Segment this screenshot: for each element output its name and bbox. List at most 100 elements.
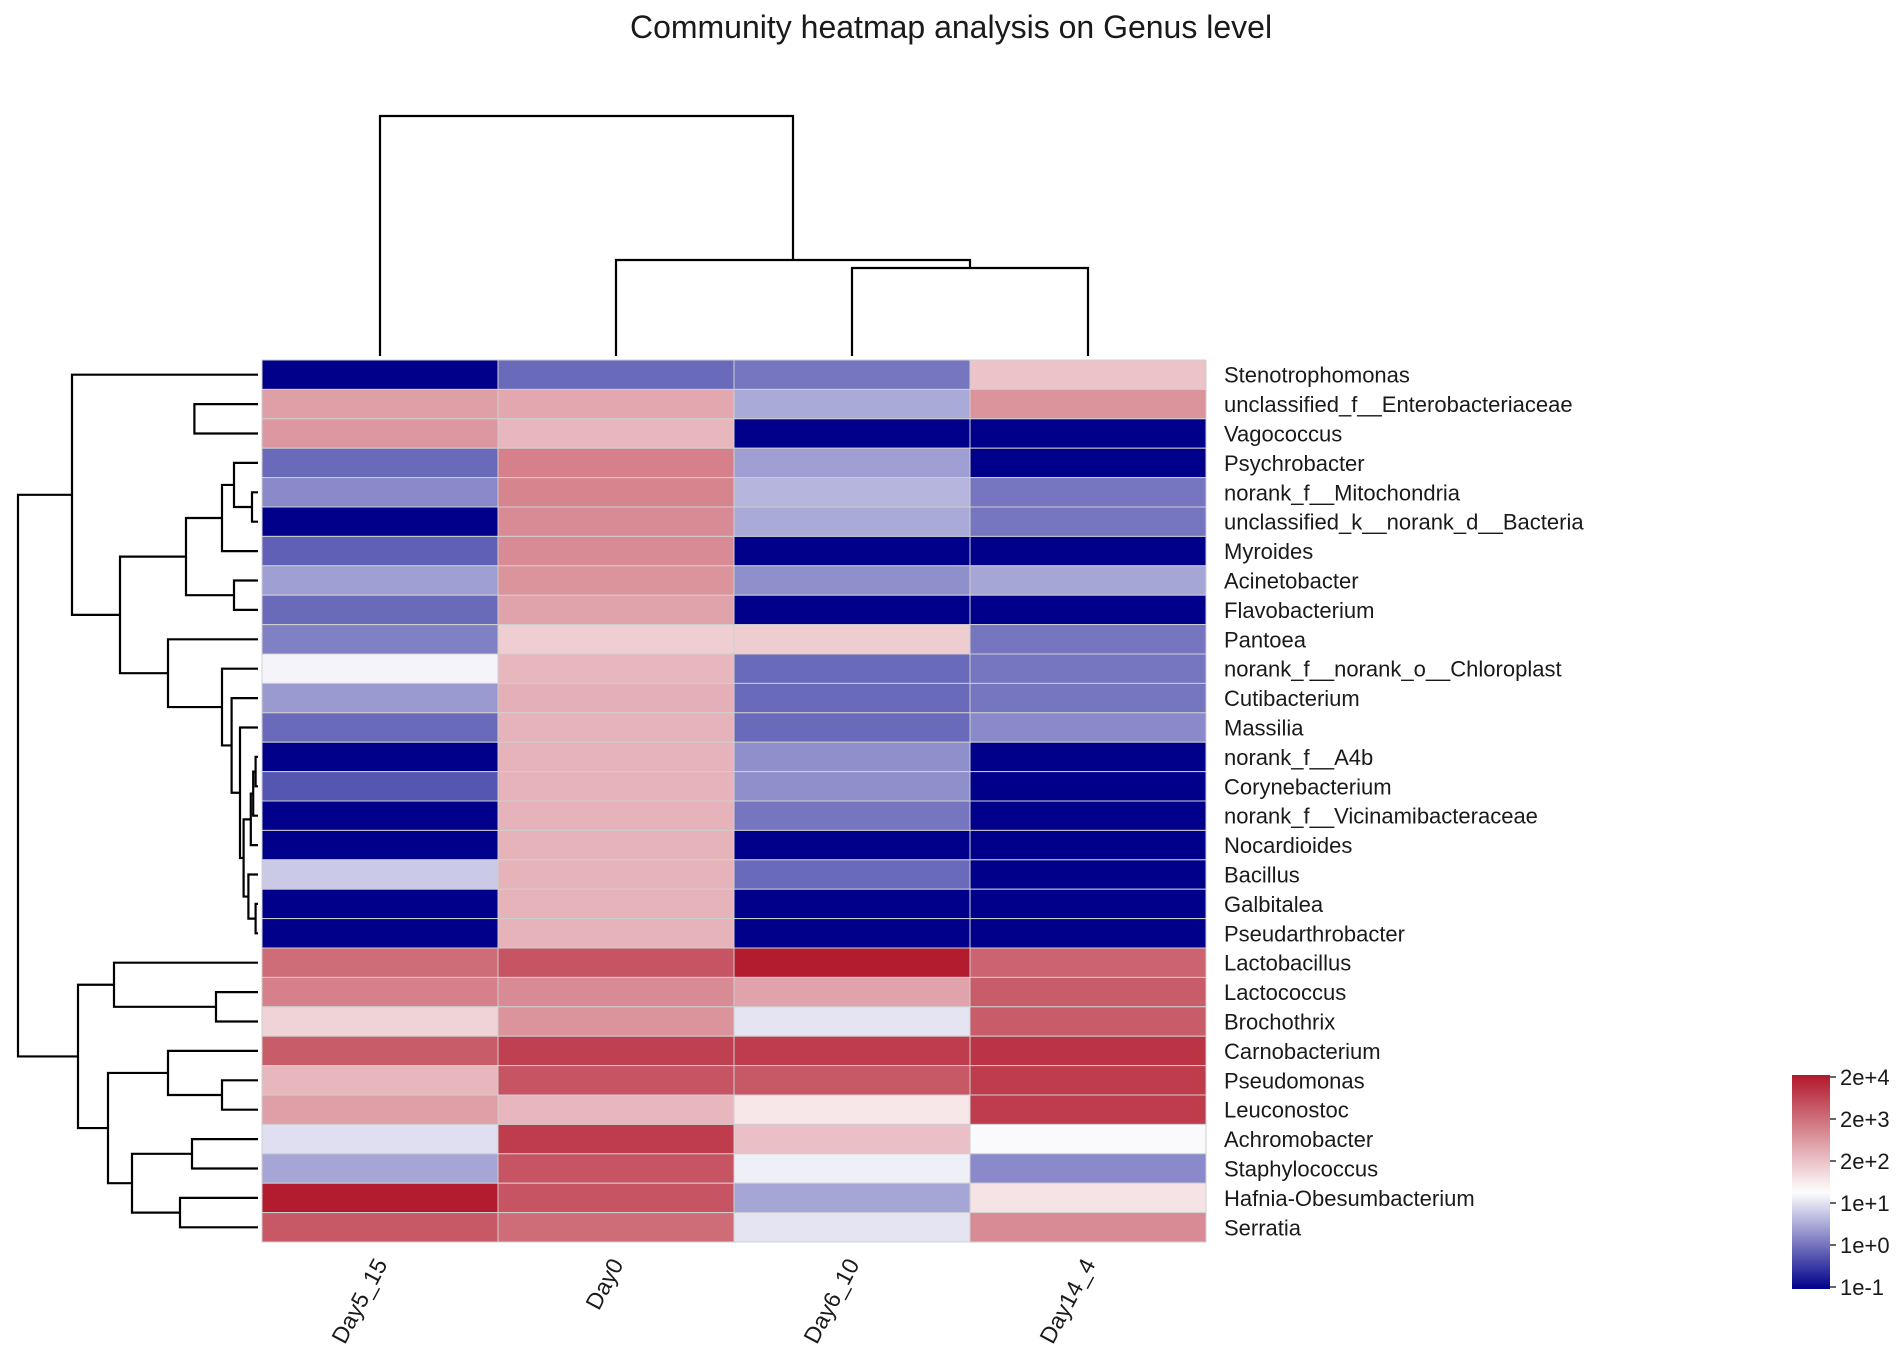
row-label-norank-f-vicinamibacteraceae: norank_f__Vicinamibacteraceae bbox=[1224, 804, 1538, 829]
heatmap-cell-psychrobacter-day0 bbox=[497, 447, 735, 479]
heatmap-cell-acinetobacter-day0 bbox=[497, 565, 735, 596]
heatmap-cell-pseudomonas-day5-15 bbox=[261, 1065, 499, 1096]
heatmap-cell-norank-f-norank-o-chloroplast-day0 bbox=[497, 653, 735, 684]
heatmap-cell-lactobacillus-day14-4 bbox=[969, 947, 1207, 978]
heatmap-cell-norank-f-mitochondria-day6-10 bbox=[733, 477, 971, 508]
heatmap-cell-unclassified-k-norank-d-bacteria-day0 bbox=[497, 506, 735, 537]
heatmap-cell-galbitalea-day6-10 bbox=[733, 888, 971, 920]
legend-color-bar bbox=[1792, 1075, 1830, 1289]
row-dendrogram-link-21 bbox=[166, 1049, 258, 1097]
heatmap-cell-nocardioides-day5-15 bbox=[261, 829, 499, 861]
heatmap-cell-corynebacterium-day5-15 bbox=[261, 771, 499, 802]
heatmap-cell-norank-f-norank-o-chloroplast-day14-4 bbox=[969, 653, 1207, 684]
heatmap-cell-lactococcus-day0 bbox=[497, 976, 735, 1008]
heatmap-cell-unclassified-f-enterobacteriaceae-day5-15 bbox=[261, 388, 499, 420]
heatmap-cell-carnobacterium-day6-10 bbox=[733, 1035, 971, 1067]
heatmap-cell-norank-f-vicinamibacteraceae-day6-10 bbox=[733, 800, 971, 831]
row-dendrogram-link-1 bbox=[250, 491, 258, 523]
heatmap-cell-pseudarthrobacter-day14-4 bbox=[969, 918, 1207, 949]
heatmap-cell-vagococcus-day5-15 bbox=[261, 418, 499, 449]
legend-tick-label-5: 1e-1 bbox=[1840, 1275, 1884, 1300]
legend-tick-label-1: 2e+3 bbox=[1840, 1107, 1890, 1132]
heatmap-cell-hafnia-obesumbacterium-day0 bbox=[497, 1182, 735, 1214]
heatmap-cell-norank-f-a4b-day14-4 bbox=[969, 741, 1207, 773]
row-dendrogram-link-16 bbox=[118, 555, 186, 675]
heatmap-cell-achromobacter-day0 bbox=[497, 1123, 735, 1155]
heatmap-cell-unclassified-k-norank-d-bacteria-day5-15 bbox=[261, 506, 499, 537]
column-labels: Day5_15 Day0 Day6_10 Day14_4 bbox=[326, 1254, 1100, 1348]
heatmap-cell-staphylococcus-day14-4 bbox=[969, 1153, 1207, 1184]
heatmap-cell-achromobacter-day5-15 bbox=[261, 1123, 499, 1155]
row-dendrogram-link-8 bbox=[249, 792, 258, 847]
row-label-staphylococcus: Staphylococcus bbox=[1224, 1157, 1378, 1182]
heatmap-cell-stenotrophomonas-day0 bbox=[497, 359, 735, 390]
heatmap-cells bbox=[261, 359, 1207, 1243]
heatmap-cell-brochothrix-day6-10 bbox=[733, 1006, 971, 1037]
heatmap-cell-stenotrophomonas-day14-4 bbox=[969, 359, 1207, 390]
row-label-lactococcus: Lactococcus bbox=[1224, 980, 1346, 1005]
heatmap-cell-flavobacterium-day5-15 bbox=[261, 594, 499, 626]
row-label-acinetobacter: Acinetobacter bbox=[1224, 569, 1359, 594]
row-label-nocardioides: Nocardioides bbox=[1224, 833, 1352, 858]
column-dendrogram-link-2 bbox=[378, 114, 795, 356]
row-dendrogram-link-24 bbox=[130, 1152, 192, 1214]
heatmap-cell-myroides-day5-15 bbox=[261, 535, 499, 567]
heatmap-cell-acinetobacter-day5-15 bbox=[261, 565, 499, 596]
heatmap-cell-nocardioides-day14-4 bbox=[969, 829, 1207, 861]
heatmap-cell-serratia-day5-15 bbox=[261, 1212, 499, 1243]
heatmap-cell-bacillus-day0 bbox=[497, 859, 735, 890]
heatmap-cell-unclassified-f-enterobacteriaceae-day14-4 bbox=[969, 388, 1207, 420]
row-label-myroides: Myroides bbox=[1224, 539, 1313, 564]
column-dendrogram-link-0 bbox=[850, 266, 1090, 356]
row-label-serratia: Serratia bbox=[1224, 1215, 1302, 1240]
heatmap-cell-pseudarthrobacter-day6-10 bbox=[733, 918, 971, 949]
heatmap-cell-myroides-day14-4 bbox=[969, 535, 1207, 567]
row-label-unclassified-k-norank-d-bacteria: unclassified_k__norank_d__Bacteria bbox=[1224, 510, 1584, 535]
chart-title: Community heatmap analysis on Genus leve… bbox=[630, 9, 1272, 45]
row-dendrogram bbox=[16, 373, 258, 1229]
heatmap-cell-massilia-day0 bbox=[497, 712, 735, 743]
legend-tick-label-3: 1e+1 bbox=[1840, 1191, 1890, 1216]
heatmap-cell-pseudarthrobacter-day0 bbox=[497, 918, 735, 949]
row-dendrogram-link-18 bbox=[214, 991, 258, 1023]
row-label-galbitalea: Galbitalea bbox=[1224, 892, 1324, 917]
heatmap-cell-unclassified-f-enterobacteriaceae-day0 bbox=[497, 388, 735, 420]
heatmap-cell-brochothrix-day5-15 bbox=[261, 1006, 499, 1037]
heatmap-cell-cutibacterium-day14-4 bbox=[969, 682, 1207, 714]
row-label-corynebacterium: Corynebacterium bbox=[1224, 774, 1392, 799]
heatmap-cell-norank-f-vicinamibacteraceae-day0 bbox=[497, 800, 735, 831]
heatmap-cell-corynebacterium-day6-10 bbox=[733, 771, 971, 802]
heatmap-cell-brochothrix-day14-4 bbox=[969, 1006, 1207, 1037]
heatmap-cell-norank-f-mitochondria-day5-15 bbox=[261, 477, 499, 508]
row-label-pseudomonas: Pseudomonas bbox=[1224, 1068, 1365, 1093]
heatmap-cell-carnobacterium-day14-4 bbox=[969, 1035, 1207, 1067]
legend-tick-label-4: 1e+0 bbox=[1840, 1233, 1890, 1258]
heatmap-cell-psychrobacter-day14-4 bbox=[969, 447, 1207, 479]
row-dendrogram-link-23 bbox=[178, 1196, 258, 1229]
heatmap-cell-pseudomonas-day14-4 bbox=[969, 1065, 1207, 1096]
heatmap-cell-cutibacterium-day0 bbox=[497, 682, 735, 714]
row-dendrogram-link-20 bbox=[220, 1079, 258, 1111]
color-legend: 2e+4 2e+3 2e+2 1e+1 1e+0 1e-1 bbox=[1792, 1065, 1890, 1300]
heatmap-cell-leuconostoc-day0 bbox=[497, 1094, 735, 1125]
heatmap-cell-norank-f-a4b-day5-15 bbox=[261, 741, 499, 773]
row-label-brochothrix: Brochothrix bbox=[1224, 1010, 1335, 1035]
heatmap-cell-vagococcus-day0 bbox=[497, 418, 735, 449]
row-dendrogram-link-19 bbox=[112, 961, 258, 1008]
heatmap-cell-norank-f-norank-o-chloroplast-day6-10 bbox=[733, 653, 971, 684]
heatmap-cell-bacillus-day5-15 bbox=[261, 859, 499, 890]
heatmap-cell-acinetobacter-day6-10 bbox=[733, 565, 971, 596]
row-labels: Stenotrophomonas unclassified_f__Enteroba… bbox=[1224, 363, 1584, 1241]
heatmap-cell-galbitalea-day14-4 bbox=[969, 888, 1207, 920]
legend-tick-label-2: 2e+2 bbox=[1840, 1149, 1890, 1174]
heatmap-cell-norank-f-norank-o-chloroplast-day5-15 bbox=[261, 653, 499, 684]
heatmap-cell-stenotrophomonas-day6-10 bbox=[733, 359, 971, 390]
heatmap-cell-pseudomonas-day0 bbox=[497, 1065, 735, 1096]
heatmap-cell-massilia-day6-10 bbox=[733, 712, 971, 743]
row-dendrogram-link-27 bbox=[16, 493, 78, 1058]
row-label-pantoea: Pantoea bbox=[1224, 627, 1307, 652]
heatmap-cell-norank-f-vicinamibacteraceae-day14-4 bbox=[969, 800, 1207, 831]
column-label-day6-10: Day6_10 bbox=[798, 1254, 864, 1348]
legend-tick-label-0: 2e+4 bbox=[1840, 1065, 1890, 1090]
heatmap-cell-corynebacterium-day14-4 bbox=[969, 771, 1207, 802]
